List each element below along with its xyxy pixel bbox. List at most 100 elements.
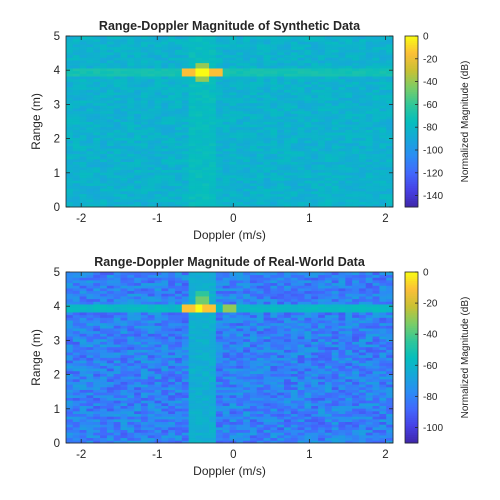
heatmap-cell [72, 378, 81, 382]
heatmap-cell [106, 102, 115, 106]
heatmap-cell [236, 185, 244, 189]
heatmap-cell [386, 346, 394, 350]
heatmap-cell [147, 89, 155, 93]
heatmap-cell [215, 413, 224, 417]
heatmap-cell [140, 129, 149, 133]
heatmap-cell [311, 137, 319, 141]
heatmap-cell [127, 158, 135, 162]
heatmap-cell [72, 341, 81, 345]
heatmap-cell [66, 158, 74, 162]
heatmap-cell [100, 86, 108, 90]
heatmap-cell [372, 365, 380, 369]
heatmap-cell [113, 169, 121, 173]
heatmap-cell [229, 365, 237, 369]
heatmap-cell [215, 124, 224, 128]
heatmap-cell [168, 400, 176, 404]
heatmap-cell [168, 108, 176, 112]
heatmap-cell [229, 190, 237, 195]
heatmap-cell [66, 405, 74, 409]
heatmap-cell [331, 426, 339, 431]
heatmap-cell [256, 68, 264, 72]
heatmap-cell [66, 397, 74, 401]
heatmap-cell [277, 381, 285, 385]
heatmap-cell [209, 354, 217, 358]
heatmap-cell [358, 78, 367, 82]
heatmap-cell [120, 344, 128, 348]
heatmap-cell [120, 368, 128, 372]
heatmap-cell [202, 129, 210, 133]
heatmap-cell [161, 378, 169, 382]
heatmap-cell [277, 94, 285, 98]
heatmap-cell [338, 169, 346, 173]
heatmap-cell [100, 92, 108, 96]
heatmap-cell [106, 158, 115, 162]
heatmap-cell [297, 166, 305, 170]
heatmap-cell [290, 389, 299, 393]
heatmap-cell [140, 196, 149, 200]
heatmap-cell [66, 185, 74, 189]
heatmap-cell [304, 140, 312, 144]
heatmap-cell [202, 54, 210, 58]
heatmap-cell [127, 92, 135, 96]
heatmap-cell [222, 196, 230, 200]
heatmap-cell [270, 352, 278, 356]
heatmap-cell [195, 129, 203, 133]
heatmap-cell [352, 126, 360, 130]
heatmap-cell [297, 70, 305, 74]
heatmap-cell [290, 381, 299, 385]
heatmap-cell [270, 38, 278, 42]
heatmap-cell [127, 86, 135, 90]
heatmap-cell [236, 346, 244, 350]
heatmap-cell [161, 357, 169, 361]
heatmap-cell [222, 410, 230, 415]
heatmap-cell [195, 424, 203, 428]
heatmap-cell [297, 105, 305, 109]
heatmap-cell [140, 118, 149, 122]
heatmap-cell [100, 402, 108, 406]
heatmap-cell [127, 360, 135, 364]
heatmap-cell [304, 49, 312, 53]
heatmap-cell [386, 150, 394, 154]
heatmap-cell [209, 349, 217, 353]
heatmap-cell [209, 161, 217, 165]
heatmap-cell [147, 193, 155, 197]
heatmap-cell [284, 344, 292, 348]
heatmap-cell [175, 132, 183, 136]
heatmap-cell [168, 432, 176, 436]
heatmap-cell [93, 180, 101, 184]
heatmap-cell [263, 169, 271, 173]
heatmap-cell [161, 44, 169, 48]
heatmap-cell [297, 389, 305, 393]
heatmap-cell [209, 94, 217, 98]
heatmap-cell [195, 182, 203, 187]
heatmap-cell [243, 97, 251, 101]
heatmap-cell [161, 360, 169, 364]
heatmap-cell [66, 357, 74, 361]
heatmap-cell [270, 376, 278, 380]
heatmap-cell [270, 110, 278, 114]
heatmap-cell [86, 389, 94, 393]
heatmap-cell [358, 373, 367, 377]
colorbar-segment [405, 85, 418, 88]
heatmap-cell [134, 349, 142, 353]
heatmap-cell [297, 134, 305, 138]
heatmap-cell [147, 180, 155, 184]
heatmap-cell [100, 164, 108, 168]
heatmap-cell [249, 437, 258, 441]
heatmap-cell [168, 124, 176, 128]
heatmap-cell [134, 188, 142, 192]
heatmap-cell [147, 110, 155, 114]
heatmap-cell [284, 156, 292, 160]
heatmap-cell [236, 140, 244, 144]
heatmap-cell [358, 110, 367, 114]
heatmap-cell [249, 370, 258, 374]
heatmap-cell [161, 116, 169, 120]
heatmap-cell [215, 150, 224, 154]
heatmap-cell [106, 408, 115, 412]
heatmap-cell [154, 164, 162, 168]
heatmap-cell [134, 145, 142, 149]
heatmap-cell [365, 60, 373, 64]
heatmap-cell [100, 81, 108, 85]
heatmap-cell [345, 36, 353, 40]
heatmap-cell [127, 44, 135, 48]
